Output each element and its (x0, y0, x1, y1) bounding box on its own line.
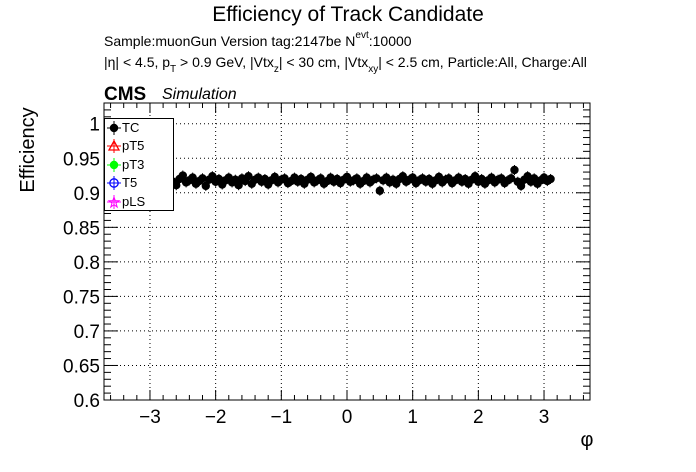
cut-text: |η| < 4.5, p (104, 54, 171, 70)
y-tick-label: 0.75 (63, 287, 100, 308)
y-axis-label: Efficiency (17, 107, 39, 192)
legend-marker-icon (107, 139, 121, 154)
x-axis: −3 −2 −1 0 1 2 3 (110, 103, 584, 428)
tc-data-point (198, 174, 207, 183)
x-tick-label: 3 (539, 407, 550, 428)
cut-text: | < 30 cm, |Vtx (278, 54, 369, 70)
y-tick-label: 1 (89, 115, 100, 136)
cut-subscript: T (170, 64, 177, 75)
legend-marker-icon (107, 157, 121, 172)
chart-title: Efficiency of Track Candidate (212, 3, 484, 26)
cut-subscript: xy (368, 64, 379, 75)
legend-marker-icon (107, 176, 121, 191)
tc-data-point (188, 173, 197, 182)
y-tick-label: 0.9 (74, 184, 100, 205)
tc-data-point (546, 174, 555, 184)
legend-label: TC (122, 120, 140, 135)
legend-label: pT5 (122, 138, 145, 154)
tc-data-point (372, 174, 381, 183)
legend-marker-icon (107, 194, 121, 209)
tc-data-point (506, 174, 516, 183)
legend-item-pls: pLS (105, 193, 175, 211)
tc-data-point (516, 181, 526, 191)
legend-item-tc: TC (105, 119, 175, 137)
tc-data-point (234, 180, 243, 190)
grid (104, 103, 590, 401)
selection-cuts: |η| < 4.5, pT > 0.9 GeV, |Vtxz| < 30 cm,… (104, 54, 587, 75)
y-tick-label: 0.85 (63, 218, 100, 239)
x-tick-label: −2 (205, 407, 227, 428)
nevt-subscript: evt (355, 30, 369, 41)
cut-subscript: z (273, 64, 279, 75)
cut-text: > 0.9 GeV, |Vtx (176, 54, 274, 70)
y-axis: 0.6 0.65 0.7 0.75 0.8 0.85 0.9 0.95 1 (63, 102, 590, 412)
legend-label: T5 (122, 175, 138, 191)
y-tick-label: 0.95 (63, 149, 100, 170)
cms-label: CMS (104, 84, 147, 105)
legend-item-pt3: pT3 (105, 156, 175, 174)
tc-data-point (244, 172, 253, 181)
x-tick-label: −3 (139, 407, 161, 428)
nevt-value: :10000 (368, 33, 412, 49)
tc-data-point (375, 186, 385, 195)
x-tick-label: 0 (342, 407, 353, 428)
y-tick-label: 0.7 (74, 322, 100, 343)
simulation-label: Simulation (162, 86, 237, 103)
cut-text: | < 2.5 cm, Particle:All, Charge:All (378, 54, 587, 70)
legend-label: pLS (122, 193, 146, 209)
y-tick-label: 0.65 (63, 356, 100, 377)
legend-item-pt5: pT5 (105, 137, 175, 155)
x-tick-label: 2 (473, 407, 484, 428)
legend-label: pT3 (122, 156, 145, 172)
y-tick-label: 0.8 (74, 253, 100, 274)
y-tick-label: 0.6 (74, 391, 100, 412)
x-axis-label: φ (581, 429, 594, 451)
x-tick-label: 1 (407, 407, 418, 428)
tc-data-point (510, 165, 519, 175)
sample-info: Sample:muonGun Version tag:2147be Nevt:1… (104, 30, 412, 49)
legend-item-t5: T5 (105, 174, 175, 192)
legend: TC pT5 pT3 T5 pLS (104, 118, 174, 211)
x-tick-label: −1 (270, 407, 292, 428)
tc-data-point (201, 181, 210, 191)
tc-data-point (178, 171, 188, 180)
legend-marker-icon (107, 121, 121, 135)
sample-info-text: Sample:muonGun Version tag:2147be N (104, 33, 356, 49)
tc-data-point (172, 180, 181, 190)
